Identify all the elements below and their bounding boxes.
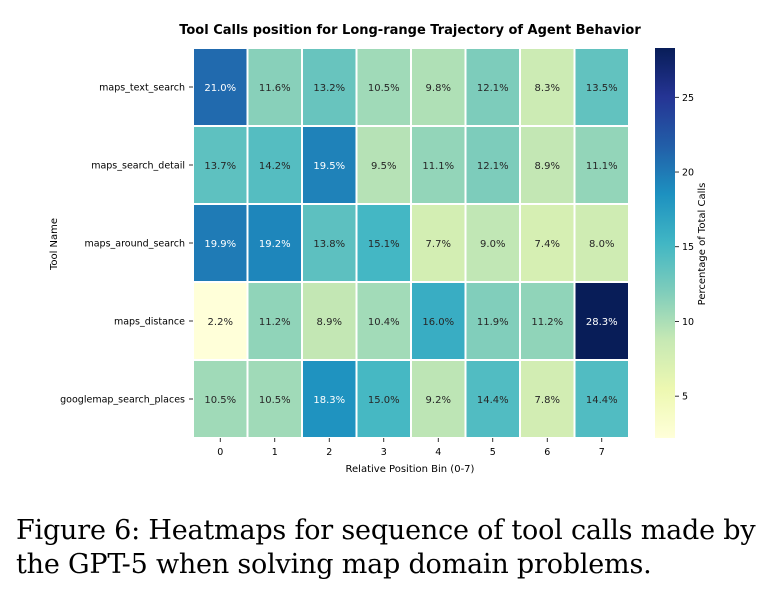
cell-value-label: 9.2% <box>426 395 451 406</box>
cell-value-label: 10.5% <box>259 395 291 406</box>
cell-value-label: 2.2% <box>208 317 233 328</box>
heatmap-cell <box>410 203 467 283</box>
cell-value-label: 9.5% <box>371 161 396 172</box>
heatmap-cell <box>246 125 303 205</box>
colorbar-tick-label: 5 <box>682 392 688 403</box>
x-axis-label: Relative Position Bin (0-7) <box>346 464 475 475</box>
x-tick-label: 1 <box>272 447 278 458</box>
heatmap-cell <box>301 203 358 283</box>
cell-value-label: 15.0% <box>368 395 400 406</box>
cell-value-label: 11.2% <box>531 317 563 328</box>
cell-value-label: 10.5% <box>204 395 236 406</box>
cell-value-label: 21.0% <box>204 83 236 94</box>
x-tick-label: 7 <box>599 447 605 458</box>
cell-value-label: 10.4% <box>368 317 400 328</box>
cell-value-label: 15.1% <box>368 239 400 250</box>
heatmap-cell <box>519 203 576 283</box>
cell-value-label: 9.8% <box>426 83 451 94</box>
figure-caption: Figure 6: Heatmaps for sequence of tool … <box>16 515 756 580</box>
heatmap-cell <box>464 203 521 283</box>
heatmap-chart: Tool Calls position for Long-range Traje… <box>49 23 708 475</box>
colorbar <box>655 48 675 438</box>
x-tick-label: 6 <box>544 447 550 458</box>
cell-value-label: 14.4% <box>477 395 509 406</box>
cell-value-label: 13.8% <box>313 239 345 250</box>
cell-value-label: 19.5% <box>313 161 345 172</box>
cell-value-label: 8.9% <box>317 317 342 328</box>
heatmap-cell <box>410 281 467 361</box>
y-axis-label: Tool Name <box>49 218 60 271</box>
cell-value-label: 12.1% <box>477 161 509 172</box>
x-tick-label: 4 <box>435 447 441 458</box>
y-tick-label: maps_text_search <box>99 83 185 94</box>
x-tick-label: 5 <box>490 447 496 458</box>
cell-value-label: 16.0% <box>422 317 454 328</box>
cell-value-label: 19.9% <box>204 239 236 250</box>
x-tick-label: 2 <box>326 447 332 458</box>
cell-value-label: 12.1% <box>477 83 509 94</box>
colorbar-label: Percentage of Total Calls <box>697 183 708 306</box>
y-tick-label: maps_around_search <box>84 239 185 250</box>
cell-value-label: 11.1% <box>422 161 454 172</box>
cell-value-label: 14.4% <box>586 395 618 406</box>
cell-value-label: 14.2% <box>259 161 291 172</box>
heatmap-cell <box>355 125 412 205</box>
heatmap-cell <box>464 125 521 205</box>
cell-value-label: 9.0% <box>480 239 505 250</box>
cell-value-label: 19.2% <box>259 239 291 250</box>
cell-value-label: 13.2% <box>313 83 345 94</box>
heatmap-cell <box>355 359 412 439</box>
cell-value-label: 8.0% <box>589 239 614 250</box>
cell-value-label: 13.7% <box>204 161 236 172</box>
heatmap-cell <box>573 125 630 205</box>
cell-value-label: 13.5% <box>586 83 618 94</box>
heatmap-cell <box>519 281 576 361</box>
x-tick-label: 0 <box>217 447 223 458</box>
cell-value-label: 7.7% <box>426 239 451 250</box>
cell-value-label: 8.3% <box>535 83 560 94</box>
heatmap-cell <box>573 203 630 283</box>
cell-value-label: 11.6% <box>259 83 291 94</box>
cell-value-label: 11.2% <box>259 317 291 328</box>
y-tick-label: maps_search_detail <box>91 161 185 172</box>
colorbar-tick-label: 25 <box>682 93 694 104</box>
y-tick-label: maps_distance <box>114 317 185 328</box>
cell-value-label: 10.5% <box>368 83 400 94</box>
heatmap-cell <box>573 47 630 127</box>
cell-value-label: 11.9% <box>477 317 509 328</box>
cell-value-label: 28.3% <box>586 317 618 328</box>
colorbar-tick-label: 15 <box>682 242 694 253</box>
heatmap-cell <box>464 47 521 127</box>
heatmap-cell <box>410 359 467 439</box>
cell-value-label: 8.9% <box>535 161 560 172</box>
heatmap-cell <box>355 203 412 283</box>
chart-title: Tool Calls position for Long-range Traje… <box>179 23 641 38</box>
cell-value-label: 7.8% <box>535 395 560 406</box>
y-tick-label: googlemap_search_places <box>60 395 185 406</box>
colorbar-tick-label: 10 <box>682 317 694 328</box>
colorbar-tick-label: 20 <box>682 168 694 179</box>
heatmap-cell <box>301 281 358 361</box>
heatmap-cell <box>246 47 303 127</box>
cell-value-label: 11.1% <box>586 161 618 172</box>
cell-value-label: 18.3% <box>313 395 345 406</box>
cell-value-label: 7.4% <box>535 239 560 250</box>
x-tick-label: 3 <box>381 447 387 458</box>
